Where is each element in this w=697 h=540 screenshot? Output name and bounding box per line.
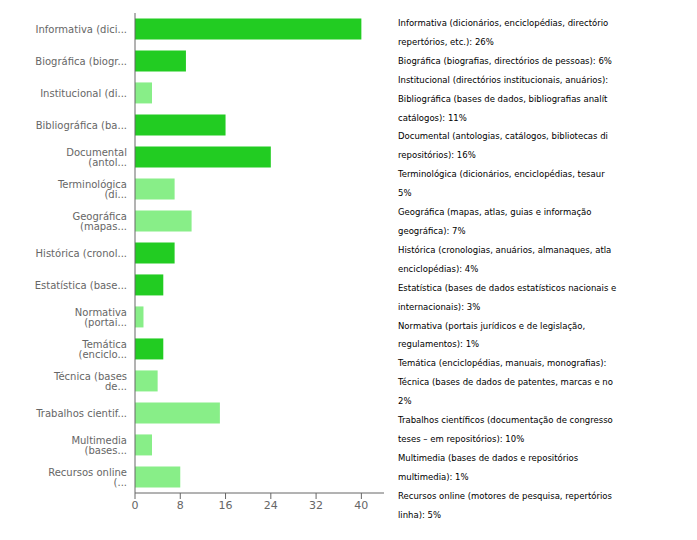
html-text:Biográfica (biografias, direct: Biográfica (biografias, directórios de p… <box>398 55 612 66</box>
html-text:catálogos): 11%: catálogos): 11% <box>398 112 467 123</box>
html-text:regulamentos): 1%: regulamentos): 1% <box>398 339 480 350</box>
html-text:Trabalhos científicos (documen: Trabalhos científicos (documentação de c… <box>398 415 613 425</box>
svg-text:Técnica (basesde...: Técnica (basesde... <box>53 371 127 392</box>
html-text:Documental (antologias, catálo: Documental (antologias, catálogos, bibli… <box>398 131 608 142</box>
html-text:Recursos online (motores de pe: Recursos online (motores de pesquisa, re… <box>398 490 612 501</box>
svg-text:Bibliográfica (ba...: Bibliográfica (ba... <box>36 120 127 131</box>
svg-text:8: 8 <box>177 499 184 512</box>
svg-text:Terminológica(di...: Terminológica(di... <box>57 179 127 200</box>
html-text:Terminológica (dicionários, en: Terminológica (dicionários, enciclopédia… <box>398 169 605 180</box>
html-text:multimedia): 1%: multimedia): 1% <box>398 471 469 482</box>
svg-text:Documental(antol...: Documental(antol... <box>66 147 127 168</box>
html-text:Normativa (portais jurídicos e: Normativa (portais jurídicos e de legisl… <box>398 320 586 331</box>
html-text:Multimedia (bases de dados e r: Multimedia (bases de dados e repositório… <box>398 452 579 463</box>
svg-text:Histórica (cronol...: Histórica (cronol... <box>36 248 127 259</box>
html-text:internacionais): 3%: internacionais): 3% <box>398 301 481 312</box>
svg-text:32: 32 <box>309 499 323 512</box>
svg-text:16: 16 <box>219 499 233 512</box>
html-text:Institucional (directórios ins: Institucional (directórios institucionai… <box>398 74 609 85</box>
svg-text:Estatística (base...: Estatística (base... <box>35 280 127 291</box>
svg-text:Multimedia(bases...: Multimedia(bases... <box>71 435 127 456</box>
html-text:linha): 5%: linha): 5% <box>398 509 442 520</box>
svg-text:24: 24 <box>264 499 278 512</box>
svg-text:Normativa(portai...: Normativa(portai... <box>75 307 127 328</box>
svg-text:Institucional (di...: Institucional (di... <box>40 88 127 99</box>
html-text:repositórios): 16%: repositórios): 16% <box>398 150 476 161</box>
html-text:Temática (enciclopédias, manua: Temática (enciclopédias, manuais, monogr… <box>398 358 607 369</box>
svg-text:Temática(enciclo...: Temática(enciclo... <box>79 339 127 360</box>
html-text:teses – em repositórios): 10%: teses – em repositórios): 10% <box>398 433 525 444</box>
html-text:Informativa (dicionários, enci: Informativa (dicionários, enciclopédias,… <box>398 18 609 28</box>
html-text:repertórios, etc.): 26%: repertórios, etc.): 26% <box>398 36 494 47</box>
svg-text:Biográfica (biogr...: Biográfica (biogr... <box>35 56 127 67</box>
svg-text:0: 0 <box>132 499 139 512</box>
html-text:5%: 5% <box>398 188 412 199</box>
html-text:2%: 2% <box>398 396 412 407</box>
svg-text:Informativa (dici...: Informativa (dici... <box>36 24 128 35</box>
svg-text:Geográfica(mapas...: Geográfica(mapas... <box>72 211 127 232</box>
html-text:Técnica (bases de dados de pat: Técnica (bases de dados de patentes, mar… <box>398 377 613 388</box>
html-text:geográfica): 7%: geográfica): 7% <box>398 226 466 236</box>
html-text:enciclopédias): 4%: enciclopédias): 4% <box>398 263 479 274</box>
svg-text:Recursos online(...: Recursos online(... <box>48 467 127 488</box>
svg-text:40: 40 <box>354 499 368 512</box>
html-text:Bibliográfica (bases de dados,: Bibliográfica (bases de dados, bibliogra… <box>398 93 608 104</box>
html-text:Estatística (bases de dados es: Estatística (bases de dados estatísticos… <box>398 282 617 293</box>
html-text:Geográfica (mapas, atlas, guia: Geográfica (mapas, atlas, guias e inform… <box>398 207 592 218</box>
html-text:Histórica (cronologias, anuári: Histórica (cronologias, anuários, almana… <box>398 244 612 255</box>
svg-text:Trabalhos cientif...: Trabalhos cientif... <box>35 408 127 419</box>
